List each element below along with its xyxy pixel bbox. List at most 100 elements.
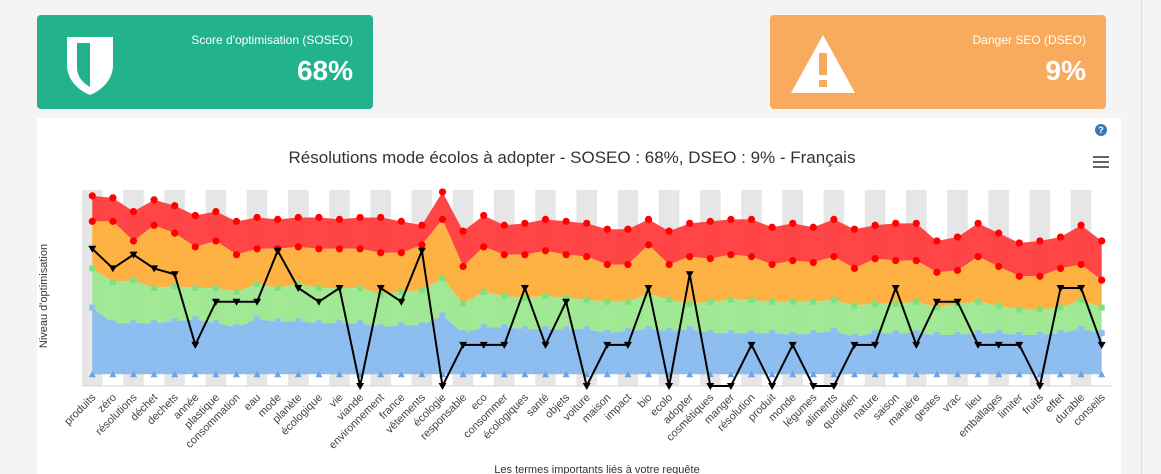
point-upper xyxy=(377,249,385,257)
point-current xyxy=(768,383,777,390)
point-current xyxy=(500,341,509,349)
point-mid xyxy=(233,288,240,295)
point-mid xyxy=(274,285,281,291)
point-lower xyxy=(810,330,817,337)
point-mid xyxy=(872,300,879,307)
point-lower xyxy=(975,330,982,337)
point-lower xyxy=(439,312,446,319)
point-mid xyxy=(727,296,734,303)
point-max xyxy=(953,233,962,241)
point-min xyxy=(912,370,920,378)
point-mid xyxy=(1057,304,1064,311)
point-current xyxy=(108,265,117,273)
point-lower xyxy=(686,326,693,333)
point-upper xyxy=(232,251,241,259)
point-mid xyxy=(1078,296,1085,303)
point-mid xyxy=(666,296,673,303)
point-current xyxy=(603,341,612,349)
point-current xyxy=(994,341,1003,349)
point-current xyxy=(829,383,838,390)
point-min xyxy=(130,370,137,378)
point-max xyxy=(1015,239,1023,247)
point-max xyxy=(912,219,920,227)
point-current xyxy=(891,285,900,292)
point-min xyxy=(892,370,900,378)
point-current xyxy=(871,341,880,349)
point-lower xyxy=(583,326,590,333)
point-upper xyxy=(850,264,859,272)
point-min xyxy=(768,370,776,378)
point-upper xyxy=(541,247,550,255)
point-mid xyxy=(851,302,858,309)
point-current xyxy=(129,251,138,259)
point-lower xyxy=(233,324,240,331)
point-max xyxy=(1098,237,1106,245)
point-upper xyxy=(521,251,529,259)
point-upper xyxy=(644,241,653,249)
point-mid xyxy=(212,285,219,291)
point-max xyxy=(438,188,447,196)
point-min xyxy=(851,370,858,378)
point-lower xyxy=(913,330,920,337)
point-lower xyxy=(418,322,425,329)
point-upper xyxy=(830,253,838,261)
point-lower xyxy=(872,330,879,337)
point-current xyxy=(1077,285,1086,292)
point-lower xyxy=(604,330,611,337)
area-blue xyxy=(92,307,1102,375)
point-current xyxy=(459,341,468,349)
point-upper xyxy=(171,229,179,237)
point-lower xyxy=(130,320,137,327)
point-current xyxy=(706,383,715,390)
point-lower xyxy=(769,330,776,337)
point-max xyxy=(109,194,117,202)
chart-title: Résolutions mode écolos à adopter - SOSE… xyxy=(289,148,856,167)
point-upper xyxy=(315,245,323,253)
point-mid xyxy=(460,300,467,307)
point-lower xyxy=(727,330,734,337)
point-min xyxy=(603,370,611,378)
point-max xyxy=(315,213,323,222)
chart-menu-icon[interactable] xyxy=(1093,156,1109,168)
point-upper xyxy=(88,217,96,225)
point-max xyxy=(541,215,550,223)
point-min xyxy=(212,370,220,378)
point-current xyxy=(232,298,241,306)
point-max xyxy=(665,227,673,235)
point-max xyxy=(500,221,508,229)
help-icon[interactable]: ? xyxy=(1095,124,1107,136)
point-mid xyxy=(418,286,425,293)
point-upper xyxy=(665,260,673,269)
point-max xyxy=(727,215,735,223)
point-current xyxy=(253,298,262,306)
point-max xyxy=(644,215,653,223)
point-max xyxy=(747,215,756,223)
point-current xyxy=(1035,383,1044,390)
point-current xyxy=(562,298,571,306)
point-mid xyxy=(1098,304,1105,311)
point-lower xyxy=(933,332,940,339)
point-current xyxy=(417,247,426,255)
point-upper xyxy=(191,243,199,251)
point-current xyxy=(294,285,303,292)
point-mid xyxy=(192,285,199,291)
point-max xyxy=(129,207,138,216)
x-tick-label: vrac xyxy=(940,391,964,415)
point-upper xyxy=(418,241,426,249)
point-max xyxy=(418,221,426,229)
point-upper xyxy=(356,245,364,253)
point-min xyxy=(500,370,508,378)
point-current xyxy=(726,383,735,390)
point-upper xyxy=(150,221,158,229)
point-lower xyxy=(377,324,384,331)
point-current xyxy=(623,341,632,349)
point-lower xyxy=(563,326,570,333)
point-min xyxy=(727,370,735,378)
point-min xyxy=(542,370,549,378)
point-max xyxy=(253,213,261,222)
point-mid xyxy=(151,285,158,291)
area-red xyxy=(92,191,1102,281)
point-lower xyxy=(274,318,281,325)
point-min xyxy=(521,370,529,378)
